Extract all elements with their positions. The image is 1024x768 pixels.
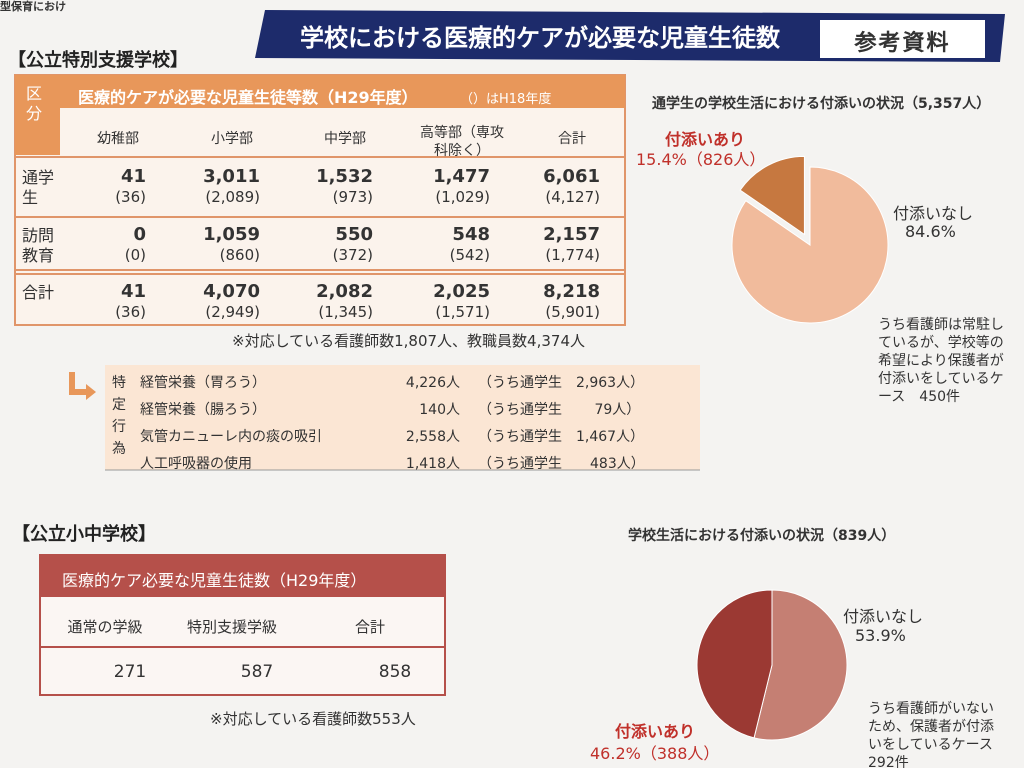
cell-prev-value: (1,345) [318,303,373,321]
column-header: 中学部 [324,131,366,147]
row-label: 合計 [22,283,55,302]
pie-label: 付添いなし [893,204,974,223]
cell-prev-value: (860) [219,246,260,264]
cell-value: 41 [120,166,146,187]
row-label: 通学生 [22,168,55,207]
table-caption: 医療的ケア必要な児童生徒数（H29年度） [62,571,367,590]
acts-box [105,365,700,470]
cell-prev-value: (36) [115,188,146,206]
pie-title: 通学生の学校生活における付添いの状況（5,357人） [652,96,991,112]
act-name: 人工呼吸器の使用 [140,456,252,472]
cell-value: 550 [335,224,373,245]
cell-prev-value: (542) [449,246,490,264]
cell-prev-value: (2,089) [205,188,260,206]
title-banner [255,10,1005,62]
pie-title: 学校生活における付添いの状況（839人） [628,528,896,544]
pie-value: 53.9% [855,626,906,645]
table-corner: 区分 [26,84,43,123]
cell-value: 271 [113,662,147,682]
pie-slice [753,589,848,741]
column-header: 合計 [354,618,385,636]
section-heading: 【公立小中学校】 [12,524,156,545]
act-count: 1,418人 [405,456,460,472]
act-count: 4,226人 [405,375,460,391]
corner-text: 型保育におけ [0,0,66,13]
badge-box [820,20,985,58]
pie-value: 84.6% [905,222,956,241]
cell-value: 4,070 [203,281,260,302]
table-frame [14,74,626,326]
table2-header [40,555,445,597]
section-heading: 【公立特別支援学校】 [8,50,188,71]
cell-value: 8,218 [543,281,600,302]
cell-value: 0 [133,224,146,245]
column-header: 幼稚部 [97,131,139,147]
pie-slice [739,155,805,236]
row-label: 訪問教育 [22,226,55,265]
cell-prev-value: (1,774) [545,246,600,264]
pie-slice [696,589,773,739]
column-header: 通常の学級 [67,618,143,636]
column-header: 高等部（専攻科除く） [420,125,504,159]
cell-prev-value: (372) [332,246,373,264]
arrow [69,372,88,395]
cell-prev-value: (0) [124,246,146,264]
cell-prev-value: (973) [332,188,373,206]
table-caption: 医療的ケアが必要な児童生徒等数（H29年度） [78,88,418,107]
act-name: 経管栄養（胃ろう） [140,375,266,391]
pie-label: 付添いあり [665,130,746,149]
table-caption-note: （）はH18年度 [460,92,552,107]
cell-value: 2,157 [543,224,600,245]
page-title: 学校における医療的ケアが必要な児童生徒数 [300,24,780,52]
pie-label: 付添いあり [615,722,696,741]
pie-value: 15.4%（826人） [636,150,766,169]
act-commuting: （うち通学生 2,963人） [478,375,645,391]
badge: 参考資料 [854,31,951,56]
cell-prev-value: (1,571) [435,303,490,321]
table-note: ※対応している看護師数1,807人、教職員数4,374人 [232,332,586,350]
cell-prev-value: (5,901) [545,303,600,321]
pie-slice [731,166,889,324]
act-commuting: （うち通学生 1,467人） [478,429,645,445]
act-commuting: （うち通学生 79人） [478,402,641,418]
cell-value: 41 [120,281,146,302]
act-name: 気管カニューレ内の痰の吸引 [140,429,322,445]
cell-prev-value: (2,949) [205,303,260,321]
cell-value: 858 [378,662,412,682]
pie-label: 付添いなし [843,607,924,626]
pie-value: 46.2%（388人） [590,744,720,763]
cell-value: 1,532 [316,166,373,187]
cell-value: 2,025 [433,281,490,302]
act-name: 経管栄養（腸ろう） [140,402,266,418]
table-header [15,75,625,108]
cell-value: 1,477 [433,166,490,187]
cell-value: 3,011 [203,166,260,187]
column-header: 小学部 [211,131,253,147]
cell-value: 1,059 [203,224,260,245]
act-commuting: （うち通学生 483人） [478,456,645,472]
cell-value: 548 [452,224,490,245]
cell-value: 6,061 [543,166,600,187]
table-corner [15,75,60,155]
cell-prev-value: (36) [115,303,146,321]
cell-value: 587 [240,662,274,682]
cell-value: 2,082 [316,281,373,302]
act-count: 140人 [419,402,460,418]
act-count: 2,558人 [405,429,460,445]
column-header: 合計 [558,131,586,147]
column-header: 特別支援学級 [186,618,277,636]
acts-label: 特定行為 [112,375,126,457]
cell-prev-value: (4,127) [545,188,600,206]
arrow-head [86,384,96,400]
cell-prev-value: (1,029) [435,188,490,206]
table-note: ※対応している看護師数553人 [210,710,416,728]
pie-note: うち看護師は常駐しているが、学校等の希望により保護者が付添いをしているケース 4… [878,317,1004,405]
pie-note: うち看護師がいないため、保護者が付添いをしているケース 292件 [868,701,1007,768]
